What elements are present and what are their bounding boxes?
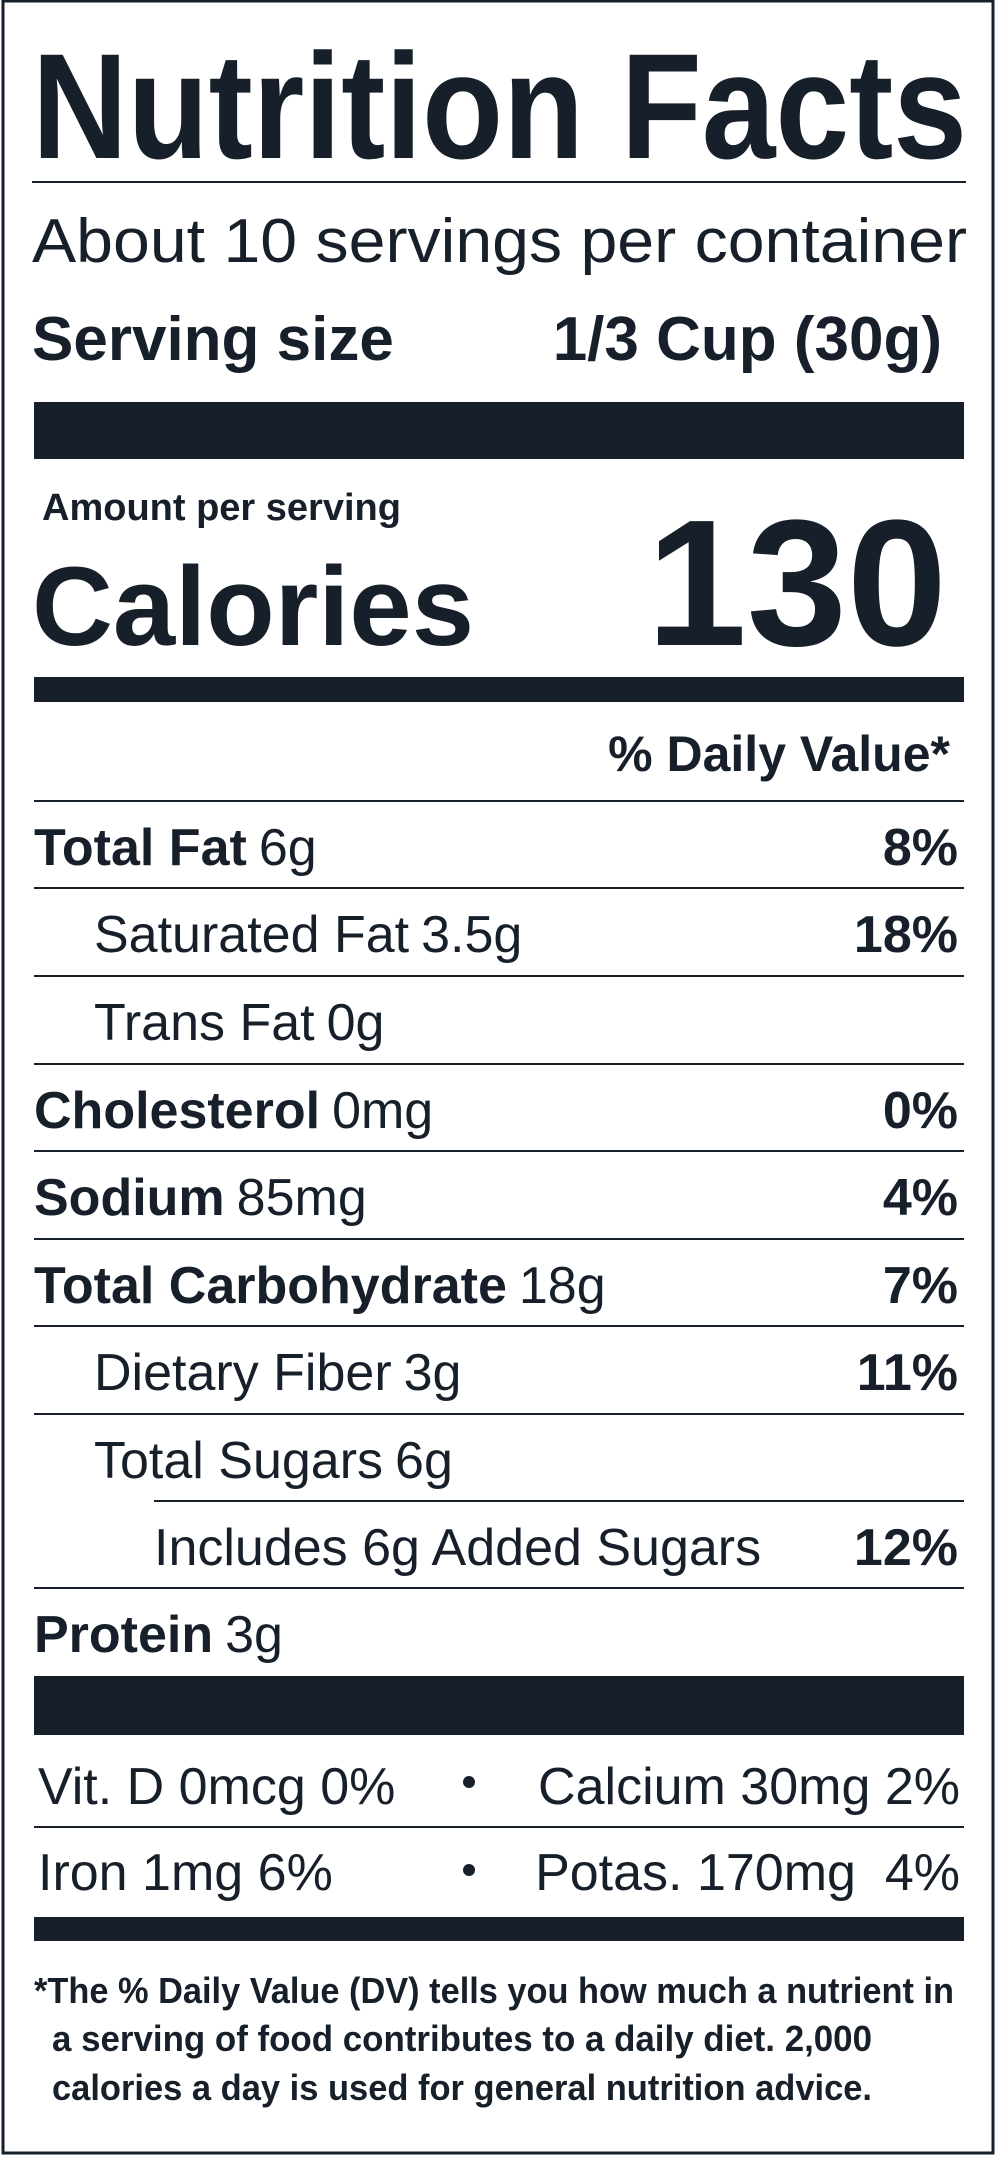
nutrient: Total Sugars 6g xyxy=(94,1432,453,1490)
nutrient-amount: 3g xyxy=(225,1606,283,1664)
nutrient-name: Total Sugars xyxy=(94,1432,383,1490)
footnote: a serving of food contributes to a daily… xyxy=(52,2018,872,2059)
nutrient-name: Saturated Fat xyxy=(94,906,410,964)
daily-value: 11% xyxy=(857,1344,958,1402)
calories-value: 130 xyxy=(647,483,947,684)
nutrient-amount: 3g xyxy=(404,1344,462,1402)
vitamin: Potas. 170mg 4% xyxy=(535,1844,960,1902)
nutrient-name: Dietary Fiber xyxy=(94,1344,392,1402)
nutrient-name: Sodium xyxy=(34,1169,225,1227)
nutrient-amount: 0g xyxy=(327,994,385,1052)
nutrient: Protein 3g xyxy=(34,1606,283,1664)
thick-bar xyxy=(34,402,964,459)
nutrient: Dietary Fiber 3g xyxy=(94,1344,461,1402)
nutrient-name: Total Fat xyxy=(34,819,247,877)
vitamin: Iron 1mg 6% xyxy=(38,1844,333,1902)
footnote: *The % Daily Value (DV) tells you how mu… xyxy=(34,1970,954,2011)
nutrient: Total Carbohydrate 18g xyxy=(34,1257,606,1315)
bullet xyxy=(463,1776,475,1788)
nutrient-name: Cholesterol xyxy=(34,1082,320,1140)
daily-value: 4% xyxy=(883,1169,958,1227)
nutrient-name: Protein xyxy=(34,1606,213,1664)
nutrient-amount: 6g xyxy=(395,1432,453,1490)
serving-size-label: Serving size xyxy=(32,305,394,374)
daily-value: 12% xyxy=(854,1519,958,1577)
nutrient-name: Total Carbohydrate xyxy=(34,1257,507,1315)
nutrient: Includes 6g Added Sugars xyxy=(154,1519,761,1577)
daily-value: 0% xyxy=(883,1082,958,1140)
nutrient-amount: 3.5g xyxy=(421,906,522,964)
medium-bar xyxy=(34,677,964,702)
amount-label: Amount per serving xyxy=(42,487,401,529)
nutrient: Trans Fat 0g xyxy=(94,994,384,1052)
nutrient-name: Includes 6g Added Sugars xyxy=(154,1519,761,1577)
daily-value: 8% xyxy=(883,819,958,877)
thick-bar xyxy=(34,1676,964,1735)
calories-label: Calories xyxy=(32,544,474,669)
medium-bar xyxy=(34,1917,964,1941)
nutrient: Cholesterol 0mg xyxy=(34,1082,433,1140)
nutrient-amount: 0mg xyxy=(332,1082,433,1140)
vitamin: Vit. D 0mcg 0% xyxy=(38,1758,395,1816)
daily-value: 18% xyxy=(854,906,958,964)
vitamin: Calcium 30mg 2% xyxy=(538,1758,960,1816)
nutrient: Sodium 85mg xyxy=(34,1169,367,1227)
bullet xyxy=(463,1864,475,1876)
title: Nutrition Facts xyxy=(32,22,967,190)
nutrient-amount: 6g xyxy=(259,819,317,877)
nutrient: Total Fat 6g xyxy=(34,819,317,877)
nutrient-amount: 85mg xyxy=(237,1169,367,1227)
nutrient-amount: 18g xyxy=(519,1257,606,1315)
footnote: calories a day is used for general nutri… xyxy=(52,2067,872,2108)
serving-size-value: 1/3 Cup (30g) xyxy=(553,305,942,374)
nutrient: Saturated Fat 3.5g xyxy=(94,906,522,964)
nutrient-name: Trans Fat xyxy=(94,994,315,1052)
servings: About 10 servings per container xyxy=(32,207,967,276)
dv-header: % Daily Value* xyxy=(608,726,950,782)
daily-value: 7% xyxy=(883,1257,958,1315)
